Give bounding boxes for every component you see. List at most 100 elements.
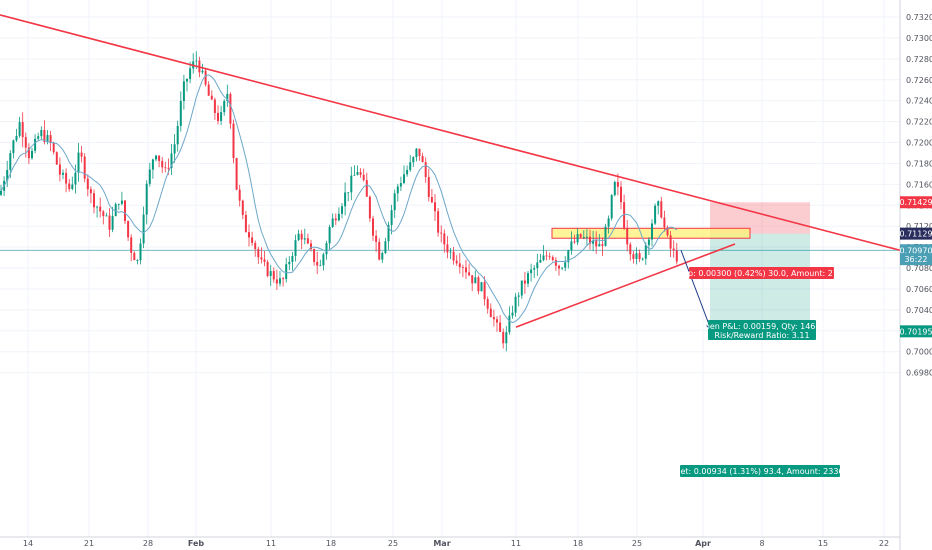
candle-body: [632, 254, 635, 259]
candle-body: [644, 245, 647, 259]
candle-body: [421, 156, 424, 163]
candle-body: [620, 186, 622, 203]
candle-body: [396, 186, 399, 194]
x-tick-label: Mar: [433, 539, 450, 548]
candle-body: [34, 138, 37, 151]
candle-body: [58, 164, 61, 175]
candle-body: [49, 135, 52, 144]
candle-body: [9, 153, 12, 170]
candle-body: [238, 189, 241, 201]
descending-trendline[interactable]: [0, 14, 901, 252]
candle-body: [468, 272, 471, 276]
candle-body: [368, 196, 371, 219]
candle-body: [496, 319, 498, 323]
candle-body: [573, 241, 576, 243]
candle-body: [505, 332, 508, 344]
candle-body: [207, 84, 210, 96]
ascending-trendline[interactable]: [515, 243, 736, 328]
candle-body: [387, 225, 390, 242]
candle-body: [533, 268, 536, 270]
candle-body: [294, 240, 297, 257]
candle-body: [241, 200, 244, 215]
candle-body: [331, 218, 334, 228]
x-tick-label: 25: [632, 539, 642, 548]
candle-body: [179, 100, 182, 126]
candle-body: [52, 143, 55, 153]
candle-body: [74, 172, 77, 185]
target-label-bg: [680, 465, 840, 477]
price-badge: 0.71129: [899, 227, 932, 240]
candle-body: [15, 135, 18, 141]
candle-body: [440, 232, 443, 234]
candle-body: [542, 255, 545, 261]
candle-body: [6, 169, 9, 181]
projection-arrow-line[interactable]: [680, 250, 712, 330]
candle-body: [0, 190, 2, 195]
candle-body: [124, 200, 126, 222]
candle-body: [291, 256, 294, 262]
candle-body: [672, 248, 675, 251]
candle-body: [427, 177, 430, 198]
candle-body: [626, 228, 629, 245]
candle-body: [55, 152, 58, 165]
price-badge-text: 0.70970: [899, 246, 932, 255]
candle-body: [418, 148, 421, 157]
candle-body: [297, 233, 300, 241]
candle-body: [613, 181, 616, 196]
candle-body: [189, 68, 192, 80]
stop-label-bg: [689, 267, 834, 279]
candle-body: [623, 202, 626, 229]
candle-body: [499, 322, 502, 332]
candle-body: [511, 312, 514, 316]
candle-body: [279, 278, 281, 284]
candle-body: [601, 244, 604, 246]
candle-body: [669, 235, 672, 249]
target-label-text: Target: 0.00934 (1.31%) 93.4, Amount: 23…: [663, 467, 856, 476]
candle-body: [539, 260, 542, 263]
candle-body: [607, 218, 610, 227]
x-tick-label: Feb: [188, 539, 205, 548]
candle-body: [114, 204, 117, 217]
candle-body: [523, 280, 526, 284]
candle-body: [269, 271, 272, 276]
candle-body: [201, 70, 204, 73]
candle-body: [647, 239, 650, 246]
candle-body: [313, 249, 316, 262]
candle-body: [337, 213, 340, 221]
candle-body: [657, 201, 660, 206]
candle-body: [502, 331, 505, 344]
candle-body: [71, 184, 74, 189]
candle-body: [545, 255, 548, 257]
candle-body: [378, 241, 381, 260]
candle-body: [480, 282, 483, 292]
candle-body: [217, 112, 219, 122]
candle-body: [40, 129, 43, 137]
candle-body: [517, 295, 520, 297]
candle-body: [303, 238, 306, 240]
time-axis[interactable]: 14 21 28 Feb 11 18 25 Mar 11 18 25 Apr 8 15 22: [23, 539, 889, 548]
candle-body: [254, 242, 257, 250]
candle-body: [353, 174, 356, 176]
candle-body: [372, 218, 374, 236]
candle-body: [384, 241, 387, 254]
candle-body: [117, 203, 120, 205]
candle-body: [12, 140, 15, 154]
x-tick-label: 21: [84, 539, 94, 548]
candle-body: [120, 200, 123, 204]
candle-body: [248, 232, 250, 238]
candle-body: [434, 202, 436, 212]
candle-body: [629, 244, 632, 255]
candle-body: [567, 250, 570, 263]
candle-body: [282, 278, 285, 280]
candle-body: [595, 240, 598, 247]
candle-body: [213, 99, 216, 113]
stop-label: Stop: 0.00300 (0.42%) 30.0, Amount: 2156: [675, 267, 848, 279]
x-tick-label: Apr: [695, 539, 711, 548]
candle-body: [598, 244, 601, 247]
candle-body: [582, 236, 585, 238]
